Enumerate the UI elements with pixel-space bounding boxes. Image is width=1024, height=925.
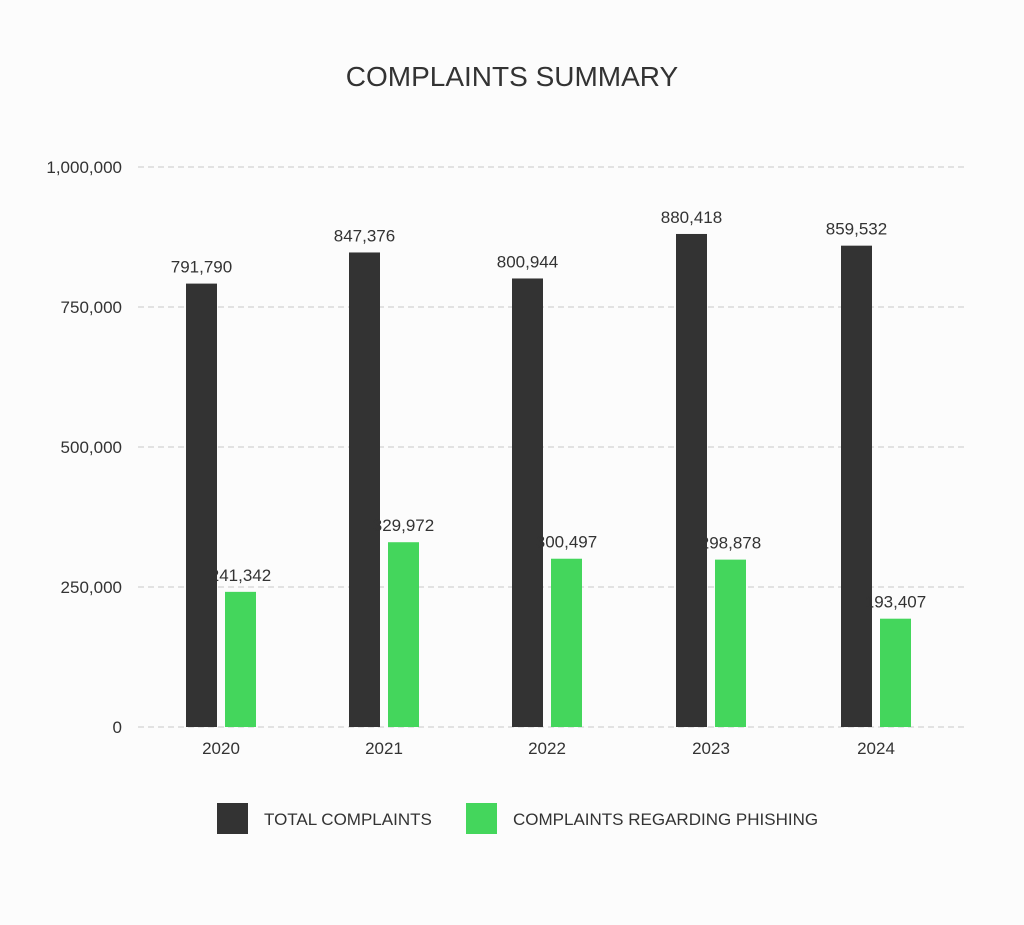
x-tick-label: 2023 xyxy=(692,739,730,758)
legend: TOTAL COMPLAINTS COMPLAINTS REGARDING PHI… xyxy=(217,803,818,834)
bar-phishing-2020 xyxy=(225,591,256,727)
y-tick-label: 750,000 xyxy=(61,298,122,317)
x-tick-label: 2022 xyxy=(528,739,566,758)
y-tick-label: 500,000 xyxy=(61,438,122,457)
x-tick-label: 2020 xyxy=(202,739,240,758)
x-tick-label: 2024 xyxy=(857,739,895,758)
data-label: 329,972 xyxy=(373,516,434,535)
legend-label-total: TOTAL COMPLAINTS xyxy=(264,810,432,829)
data-label: 241,342 xyxy=(210,566,271,585)
bars xyxy=(186,233,911,728)
data-label: 859,532 xyxy=(826,220,887,239)
chart-title: COMPLAINTS SUMMARY xyxy=(346,61,679,92)
bar-phishing-2023 xyxy=(715,559,746,727)
data-labels: 791,790 241,342 847,376 329,972 800,944 300,4… xyxy=(171,208,926,612)
bar-total-2021 xyxy=(349,252,380,728)
bar-phishing-2021 xyxy=(388,542,419,727)
data-label: 298,878 xyxy=(700,534,761,553)
bar-phishing-2024 xyxy=(880,618,911,727)
data-label: 791,790 xyxy=(171,258,232,277)
data-label: 800,944 xyxy=(497,252,558,271)
y-tick-label: 0 xyxy=(113,718,122,737)
data-label: 847,376 xyxy=(334,226,395,245)
legend-label-phishing: COMPLAINTS REGARDING PHISHING xyxy=(513,810,818,829)
x-tick-label: 2021 xyxy=(365,739,403,758)
bar-total-2024 xyxy=(841,245,872,727)
bar-total-2020 xyxy=(186,283,217,727)
bar-phishing-2022 xyxy=(551,558,582,727)
legend-swatch-total xyxy=(217,803,248,834)
y-tick-label: 250,000 xyxy=(61,578,122,597)
y-tick-label: 1,000,000 xyxy=(46,158,122,177)
bar-total-2022 xyxy=(512,278,543,727)
bar-total-2023 xyxy=(676,233,707,727)
data-label: 880,418 xyxy=(661,208,722,227)
x-axis: 2020 2021 2022 2023 2024 xyxy=(202,739,895,758)
y-axis: 0 250,000 500,000 750,000 1,000,000 xyxy=(46,158,122,737)
data-label: 193,407 xyxy=(865,593,926,612)
data-label: 300,497 xyxy=(536,533,597,552)
legend-swatch-phishing xyxy=(466,803,497,834)
